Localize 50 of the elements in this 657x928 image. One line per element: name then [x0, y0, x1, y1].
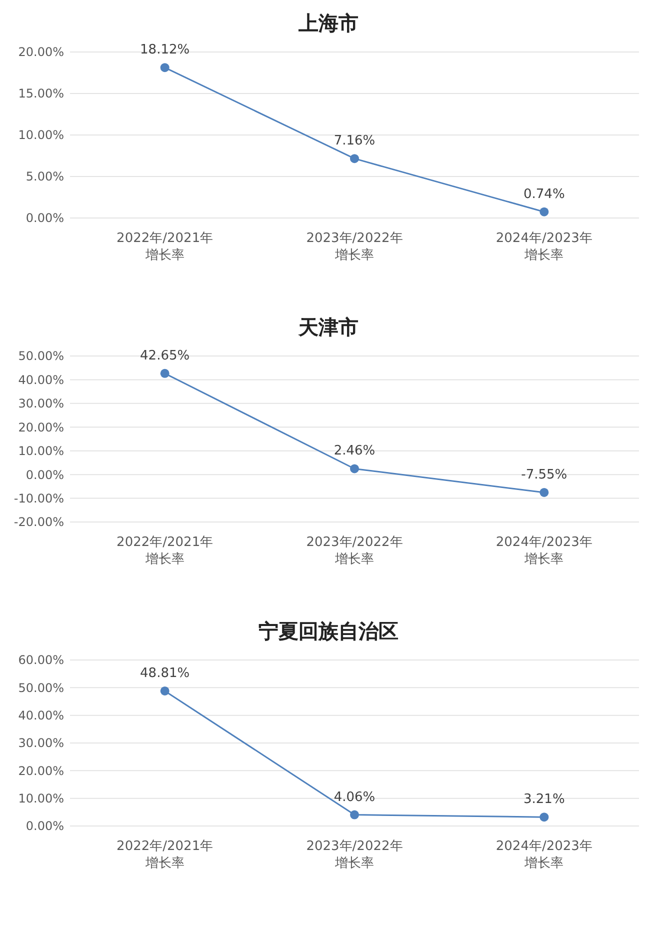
- y-tick-label: 60.00%: [18, 653, 64, 668]
- x-tick-label: 2022年/2021年增长率: [116, 535, 214, 567]
- point: [540, 812, 549, 822]
- x-tick-label: 2023年/2022年增长率: [306, 231, 403, 263]
- x-tick-label: 2023年/2022年增长率: [306, 535, 403, 567]
- chart-title: 上海市: [298, 11, 358, 35]
- x-tick-label: 2022年/2021年增长率: [116, 231, 214, 263]
- chart-title: 天津市: [298, 315, 358, 339]
- point: [540, 207, 549, 216]
- y-tick-label: 10.00%: [18, 444, 64, 458]
- x-tick-label: 2022年/2021年增长率: [116, 839, 214, 871]
- chart-title: 宁夏回族自治区: [258, 619, 398, 643]
- y-tick-label: 20.00%: [18, 45, 64, 60]
- y-tick-label: 40.00%: [18, 708, 64, 723]
- data-label: 48.81%: [140, 666, 190, 681]
- y-tick-label: 5.00%: [26, 170, 64, 184]
- y-tick-label: 10.00%: [18, 792, 64, 806]
- y-tick-label: 0.00%: [26, 211, 64, 226]
- point: [350, 464, 359, 474]
- point: [160, 686, 170, 696]
- y-tick-label: -20.00%: [14, 515, 64, 530]
- y-tick-label: 0.00%: [26, 819, 64, 834]
- x-tick-label: 2023年/2022年增长率: [306, 839, 403, 871]
- x-tick-label: 2024年/2023年增长率: [496, 231, 592, 263]
- point: [540, 488, 549, 497]
- y-tick-label: 50.00%: [18, 349, 64, 364]
- y-tick-label: 20.00%: [18, 420, 64, 434]
- y-tick-label: 50.00%: [18, 680, 64, 695]
- point: [350, 810, 359, 820]
- data-label: 18.12%: [140, 42, 190, 58]
- point: [160, 368, 170, 378]
- data-label: 4.06%: [334, 790, 376, 805]
- y-tick-label: 40.00%: [18, 372, 64, 387]
- y-tick-label: 20.00%: [18, 764, 64, 778]
- data-label: 2.46%: [334, 444, 376, 459]
- data-label: 3.21%: [524, 792, 565, 808]
- data-label: -7.55%: [521, 467, 568, 482]
- point: [160, 63, 170, 72]
- data-label: 42.65%: [140, 348, 190, 364]
- point: [350, 154, 359, 164]
- y-tick-label: 10.00%: [18, 128, 64, 142]
- x-tick-label: 2024年/2023年增长率: [496, 839, 592, 871]
- data-label: 7.16%: [334, 134, 376, 149]
- y-tick-label: 30.00%: [18, 736, 64, 750]
- data-label: 0.74%: [524, 186, 565, 202]
- y-tick-label: -10.00%: [14, 491, 64, 506]
- y-tick-label: 15.00%: [18, 86, 64, 101]
- y-tick-label: 0.00%: [26, 468, 64, 482]
- x-tick-label: 2024年/2023年增长率: [496, 535, 592, 567]
- y-tick-label: 30.00%: [18, 396, 64, 411]
